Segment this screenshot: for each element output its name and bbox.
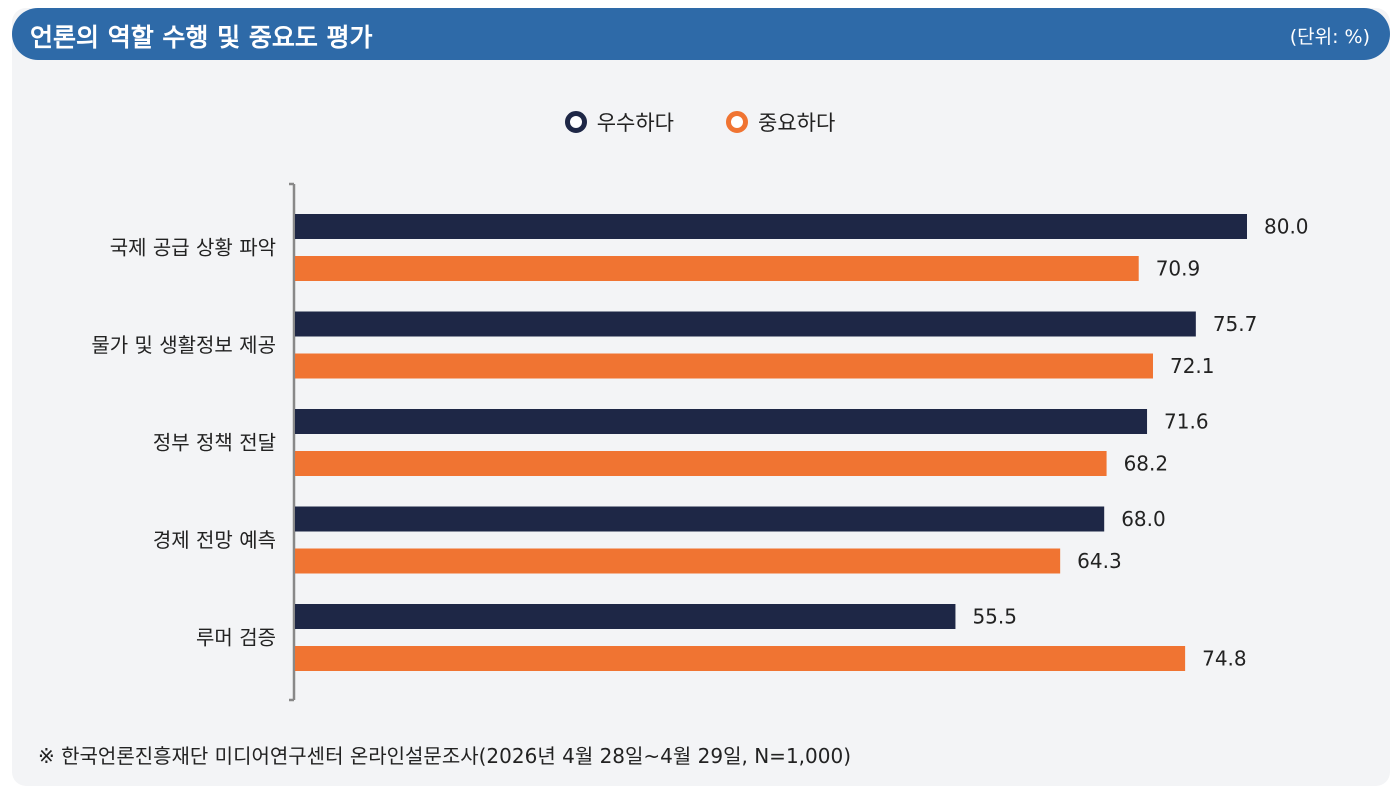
bar-important <box>295 548 1061 574</box>
value-label: 80.0 <box>1264 215 1309 239</box>
bar-excellent <box>295 214 1247 239</box>
legend-label-important: 중요하다 <box>758 111 836 135</box>
value-label: 68.2 <box>1124 452 1169 476</box>
value-label: 64.3 <box>1077 549 1122 573</box>
bar-excellent <box>295 506 1105 532</box>
legend-marker-important <box>726 111 748 133</box>
legend-label-excellent: 우수하다 <box>596 111 674 135</box>
legend-item-excellent: 우수하다 <box>564 107 674 137</box>
value-label: 70.9 <box>1156 257 1201 281</box>
chart-title: 언론의 역할 수행 및 중요도 평가 <box>30 23 373 52</box>
value-label: 74.8 <box>1202 647 1247 671</box>
bar-important <box>295 646 1186 671</box>
bar-excellent <box>295 604 956 629</box>
category-label: 물가 및 생활정보 제공 <box>91 333 276 357</box>
chart-header: 언론의 역할 수행 및 중요도 평가 (단위: %) <box>12 8 1390 60</box>
value-label: 71.6 <box>1164 410 1209 434</box>
bar-excellent <box>295 409 1148 434</box>
bar-important <box>295 256 1139 281</box>
bar-important <box>295 451 1107 476</box>
value-label: 55.5 <box>972 605 1017 629</box>
unit-label: (단위: %) <box>1289 26 1370 48</box>
bar-excellent <box>295 311 1196 337</box>
bar-important <box>295 353 1153 379</box>
legend-marker-excellent <box>564 111 587 133</box>
value-label: 72.1 <box>1170 354 1215 378</box>
footnote: ※ 한국언론진흥재단 미디어연구센터 온라인설문조사(2026년 4월 28일~… <box>38 744 852 768</box>
category-label: 경제 전망 예측 <box>153 528 276 552</box>
value-label: 68.0 <box>1121 507 1166 531</box>
category-label: 루머 검증 <box>196 626 276 650</box>
category-label: 국제 공급 상황 파악 <box>110 236 276 260</box>
legend-item-important: 중요하다 <box>726 107 835 137</box>
value-label: 75.7 <box>1213 312 1258 336</box>
chart-legend: 우수하다 중요하다 <box>0 106 1400 138</box>
category-label: 정부 정책 전달 <box>153 431 276 455</box>
